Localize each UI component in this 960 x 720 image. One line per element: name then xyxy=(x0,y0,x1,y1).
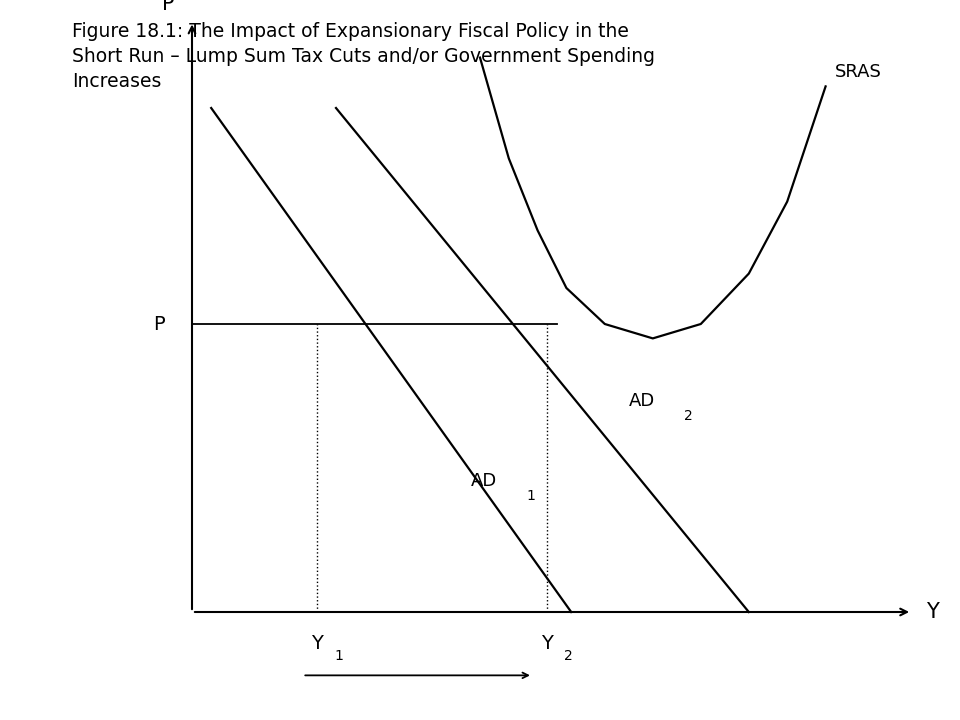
Text: Y: Y xyxy=(926,602,939,622)
Text: 2: 2 xyxy=(564,649,573,663)
Text: Y: Y xyxy=(541,634,553,652)
Text: 1: 1 xyxy=(334,649,343,663)
Text: P: P xyxy=(154,315,165,333)
Text: 2: 2 xyxy=(684,410,693,423)
Text: Y: Y xyxy=(311,634,323,652)
Text: AD: AD xyxy=(470,472,496,490)
Text: Figure 18.1: The Impact of Expansionary Fiscal Policy in the
Short Run – Lump Su: Figure 18.1: The Impact of Expansionary … xyxy=(72,22,655,91)
Text: 1: 1 xyxy=(526,489,535,503)
Text: SRAS: SRAS xyxy=(835,63,882,81)
Text: P: P xyxy=(161,0,175,14)
Text: AD: AD xyxy=(629,392,655,410)
